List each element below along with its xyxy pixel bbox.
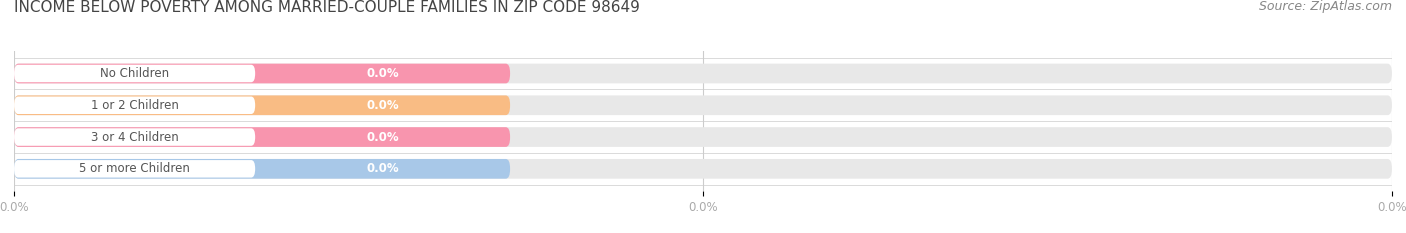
Text: INCOME BELOW POVERTY AMONG MARRIED-COUPLE FAMILIES IN ZIP CODE 98649: INCOME BELOW POVERTY AMONG MARRIED-COUPL…: [14, 0, 640, 15]
FancyBboxPatch shape: [14, 127, 1392, 147]
FancyBboxPatch shape: [14, 159, 1392, 179]
FancyBboxPatch shape: [14, 65, 256, 82]
Text: No Children: No Children: [100, 67, 169, 80]
FancyBboxPatch shape: [14, 127, 510, 147]
FancyBboxPatch shape: [14, 96, 256, 114]
FancyBboxPatch shape: [14, 160, 256, 178]
FancyBboxPatch shape: [14, 96, 1392, 115]
Text: Source: ZipAtlas.com: Source: ZipAtlas.com: [1258, 0, 1392, 13]
Text: 0.0%: 0.0%: [367, 67, 399, 80]
FancyBboxPatch shape: [14, 96, 510, 115]
FancyBboxPatch shape: [14, 64, 510, 83]
FancyBboxPatch shape: [14, 159, 510, 179]
FancyBboxPatch shape: [14, 128, 256, 146]
Text: 5 or more Children: 5 or more Children: [79, 162, 190, 175]
Text: 0.0%: 0.0%: [367, 99, 399, 112]
Text: 0.0%: 0.0%: [367, 130, 399, 144]
Text: 0.0%: 0.0%: [367, 162, 399, 175]
FancyBboxPatch shape: [14, 64, 1392, 83]
Text: 1 or 2 Children: 1 or 2 Children: [91, 99, 179, 112]
Text: 3 or 4 Children: 3 or 4 Children: [91, 130, 179, 144]
